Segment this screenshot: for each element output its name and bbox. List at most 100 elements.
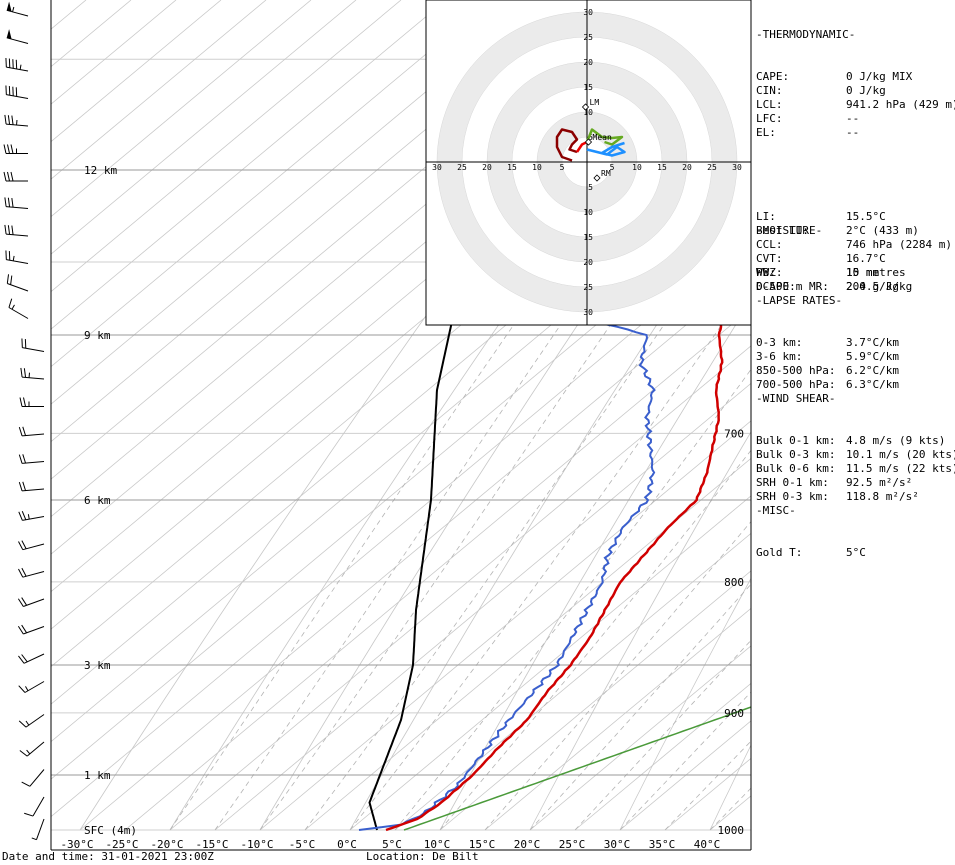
wind-barb [18, 454, 45, 464]
hodograph-trace [585, 128, 624, 146]
stat-label: Gold T: [756, 546, 803, 559]
wind-barb [31, 818, 45, 841]
stat-value: 2°C (433 m) [846, 224, 919, 237]
temperature-tick-label: 30°C [604, 838, 631, 851]
wind-barb-flag [6, 274, 10, 284]
stat-label: PW: [756, 266, 776, 279]
isotherm-line [51, 0, 402, 293]
hodograph-ring-label: 10 [632, 163, 642, 172]
stat-row: CAPE: 0 J/kg MIX [756, 70, 912, 84]
wind-barb-flag [22, 426, 27, 436]
pressure-tick-label: 1000 [718, 824, 745, 837]
stat-row: Best LI: 2°C (433 m) [756, 224, 919, 238]
stat-row: CVT: 16.7°C [756, 252, 886, 266]
wind-barb-flag [22, 481, 27, 491]
wind-barb-staff [22, 488, 45, 492]
stat-label: CIN: [756, 84, 783, 97]
isotherm-line [51, 0, 132, 68]
isotherm-line [51, 232, 751, 818]
wind-barb-flag [18, 720, 27, 728]
hodograph-ring-label: 5 [588, 133, 593, 142]
stat-value: 11.5 m/s (22 kts) [846, 462, 955, 475]
isotherm-line [484, 607, 751, 831]
wind-barb-staff [23, 653, 45, 664]
wind-barb [4, 114, 29, 127]
height-labels: 12 km 9 km 6 km 3 km 1 km SFC (4m) [84, 164, 137, 837]
wind-barb-staff [6, 123, 29, 127]
wind-barb-staff [8, 307, 29, 319]
wind-barb [18, 540, 45, 551]
dewpoint-trace [358, 179, 751, 831]
moisture-section: -MOISTURE- PW: 15 mm 0-500 m MR: 2.4 g/kg [756, 196, 899, 308]
stat-value: 92.5 m²/s² [846, 476, 913, 489]
stat-label: SRH 0-3 km: [756, 490, 829, 503]
isotherm-line [304, 457, 751, 831]
wind-barb-halfflag [25, 720, 30, 726]
stat-row: 0-3 km: 3.7°C/km [756, 336, 899, 350]
hodograph-ring-label: 5 [610, 163, 615, 172]
wind-barb-staff [6, 233, 29, 237]
hodograph-ring-label: 10 [532, 163, 542, 172]
isotherm-line [214, 382, 751, 831]
wind-barb-flag [8, 298, 13, 308]
wind-barb-flag [3, 171, 7, 182]
stat-row: LFC: -- [756, 112, 859, 126]
isotherm-line [394, 532, 751, 831]
hodograph-marker-label: LM [590, 98, 600, 107]
hodograph-ring-label: 25 [457, 163, 467, 172]
wind-barb-flag [18, 541, 24, 550]
hodograph-ring-label: 20 [583, 58, 593, 67]
stat-label: LFC: [756, 112, 783, 125]
height-label: 12 km [84, 164, 117, 177]
stat-value: 6.3°C/km [846, 378, 899, 391]
wind-barb-halfflag [12, 255, 15, 261]
stat-value: -- [846, 112, 860, 125]
wind-barb-pennant [6, 1, 12, 12]
moist-adiabat-line [484, 520, 751, 831]
stat-label: 0-500 m MR: [756, 280, 829, 293]
stat-value: 6.2°C/km [846, 364, 899, 377]
hodograph-trace [555, 128, 579, 162]
wind-barb-halfflag [26, 749, 31, 755]
stat-row: Bulk 0-3 km: 10.1 m/s (20 kts) [756, 448, 955, 462]
wind-barb [4, 224, 29, 237]
wind-barb [5, 57, 29, 72]
wind-barb [5, 85, 29, 99]
wind-barb-flag [4, 224, 7, 235]
wind-barb [6, 1, 29, 17]
wind-barb-flag [18, 454, 23, 464]
stat-value: 10 metres [846, 266, 906, 279]
wind-barb [17, 597, 45, 607]
wind-barb-flag [4, 197, 7, 207]
stat-row: 850-500 hPa: 6.2°C/km [756, 364, 899, 378]
wind-barb-flag [10, 144, 14, 154]
isotherm-line [259, 420, 751, 831]
stat-row: 3-6 km: 5.9°C/km [756, 350, 899, 364]
stat-value: 0 J/kg MIX [846, 70, 913, 83]
wind-barb-flag [20, 367, 23, 378]
wind-barb-flag [11, 197, 14, 208]
wind-barb-flag [18, 568, 24, 578]
stat-row: Bulk 0-1 km: 4.8 m/s (9 kts) [756, 434, 945, 448]
hodograph-ring-label: 25 [583, 33, 593, 42]
wind-barb-flag [21, 624, 28, 634]
wind-barb-flag [18, 481, 23, 492]
stat-value: 5°C [846, 546, 866, 559]
temperature-tick-label: 15°C [469, 838, 496, 851]
isotherm-line [51, 0, 222, 143]
wind-barb-staff [29, 769, 45, 787]
shear-section: -WIND SHEAR- Bulk 0-1 km: 4.8 m/s (9 kts)… [756, 364, 955, 518]
wind-barb-halfflag [12, 6, 15, 12]
stat-row: LI: 15.5°C [756, 210, 886, 224]
wind-barb-staff [22, 433, 45, 437]
isotherm-line [51, 0, 357, 255]
wind-barb [24, 796, 45, 817]
parcel-trace [368, 224, 483, 831]
wind-barb-flag [24, 812, 34, 817]
wind-barb-flag [21, 511, 27, 520]
wind-barb-flag [18, 426, 23, 437]
stat-row: Gold T: 5°C [756, 546, 866, 560]
wind-barb-staff [32, 796, 45, 817]
isotherm-line [51, 0, 267, 180]
hodograph-marker [593, 174, 601, 182]
